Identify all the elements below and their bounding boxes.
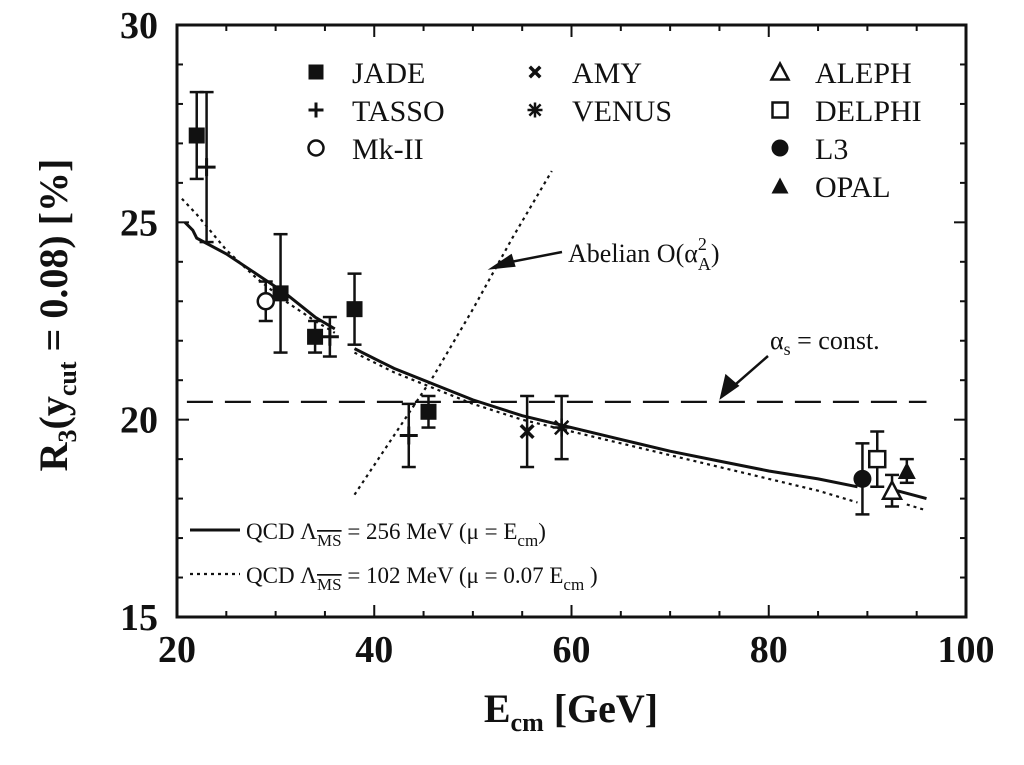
y-tick-label: 25 bbox=[120, 202, 158, 244]
theory-curves bbox=[181, 170, 927, 512]
marker-plus bbox=[399, 426, 418, 445]
legend-marker-filled-triangle bbox=[771, 177, 789, 194]
data-point-jade bbox=[420, 394, 437, 429]
data-point-venus bbox=[552, 394, 571, 461]
marker-filled-square bbox=[307, 328, 324, 345]
curve-dotted bbox=[354, 351, 858, 504]
annotation-arrow bbox=[730, 355, 769, 389]
legend-entry-opal: OPAL bbox=[771, 171, 891, 204]
data-point-mk-ii bbox=[256, 280, 276, 323]
axis-labels: Ecm [GeV] R3(ycut = 0.08) [%] bbox=[31, 159, 658, 737]
legend-entry-tasso: TASSO bbox=[308, 95, 445, 128]
legend-marker-open-circle bbox=[307, 139, 325, 157]
marker-filled-square bbox=[188, 127, 205, 144]
legend: JADE TASSO Mk-II AMY VENUS ALEPH DELPHI L3 OPAL Q… bbox=[190, 57, 922, 594]
marker-plus bbox=[320, 327, 339, 346]
marker-plus bbox=[197, 158, 216, 177]
data-point-l3 bbox=[853, 442, 872, 516]
x-axis-title: Ecm [GeV] bbox=[484, 686, 658, 737]
legend-label: OPAL bbox=[815, 171, 891, 204]
x-tick-label: 100 bbox=[938, 629, 995, 671]
legend-marker-cross bbox=[528, 65, 542, 79]
legend-entry-mk-ii: Mk-II bbox=[307, 133, 424, 166]
curve-solid bbox=[896, 489, 927, 501]
data-point-jade bbox=[307, 319, 324, 354]
legend-label: DELPHI bbox=[815, 95, 922, 128]
data-point-aleph bbox=[880, 473, 904, 508]
x-tick-label: 80 bbox=[750, 629, 788, 671]
legend-label: VENUS bbox=[572, 95, 672, 128]
arrow-head bbox=[487, 253, 516, 270]
data-point-delphi bbox=[867, 430, 887, 489]
curve-dotted bbox=[353, 170, 553, 496]
legend-label: AMY bbox=[572, 57, 642, 90]
legend-label: ALEPH bbox=[815, 57, 912, 90]
legend-marker-open-square bbox=[771, 101, 789, 119]
marker-filled-circle bbox=[853, 469, 872, 488]
legend-entry-venus: VENUS bbox=[527, 95, 672, 128]
legend-marker-asterisk bbox=[527, 102, 543, 118]
curve-solid bbox=[353, 347, 858, 489]
marker-cross bbox=[519, 423, 535, 440]
annotations: Abelian O(α2 A) αs = const. bbox=[487, 234, 880, 400]
marker-filled-square bbox=[272, 285, 289, 302]
legend-entry-l3: L3 bbox=[771, 133, 848, 166]
marker-filled-square bbox=[420, 403, 437, 420]
curve-solid bbox=[183, 221, 336, 331]
marker-filled-triangle bbox=[897, 461, 916, 479]
legend-line-label: QCD ΛMS = 256 MeV (μ = Ecm) bbox=[246, 519, 546, 550]
annotation-alpha-s: αs = const. bbox=[719, 326, 880, 400]
legend-entry-amy: AMY bbox=[528, 57, 642, 90]
annotation-alpha-s-label: αs = const. bbox=[770, 326, 880, 359]
annotation-abelian-label: Abelian O(α2 A) bbox=[568, 234, 720, 274]
legend-line-label: QCD ΛMS = 102 MeV (μ = 0.07 Ecm ) bbox=[246, 563, 598, 594]
x-tick-label: 20 bbox=[158, 629, 196, 671]
curve-dotted bbox=[181, 197, 336, 334]
legend-line-dotted: QCD ΛMS = 102 MeV (μ = 0.07 Ecm ) bbox=[190, 563, 598, 594]
y-tick-label: 30 bbox=[120, 5, 158, 47]
marker-filled-square bbox=[346, 301, 363, 318]
data-points bbox=[188, 90, 916, 516]
legend-marker-open-triangle bbox=[769, 60, 791, 81]
legend-marker-filled-circle bbox=[771, 139, 789, 157]
data-point-jade bbox=[346, 272, 363, 346]
y-tick-label: 15 bbox=[120, 597, 158, 639]
data-point-tasso bbox=[197, 90, 216, 244]
marker-open-circle bbox=[256, 292, 276, 311]
legend-label: L3 bbox=[815, 133, 848, 166]
legend-entry-delphi: DELPHI bbox=[771, 95, 922, 128]
marker-open-square bbox=[867, 449, 887, 469]
legend-label: JADE bbox=[352, 57, 425, 90]
legend-label: TASSO bbox=[352, 95, 445, 128]
y-tick-label: 20 bbox=[120, 400, 158, 442]
data-point-amy bbox=[519, 394, 535, 469]
x-tick-label: 60 bbox=[553, 629, 591, 671]
legend-line-solid: QCD ΛMS = 256 MeV (μ = Ecm) bbox=[190, 519, 546, 550]
arrow-head bbox=[719, 373, 740, 400]
legend-marker-plus bbox=[308, 102, 324, 118]
curve-dotted bbox=[906, 503, 927, 512]
data-point-jade bbox=[188, 90, 205, 181]
x-tick-label: 40 bbox=[355, 629, 393, 671]
marker-asterisk bbox=[552, 418, 571, 437]
data-point-tasso bbox=[399, 402, 418, 469]
legend-label: Mk-II bbox=[352, 133, 424, 166]
y-axis-title: R3(ycut = 0.08) [%] bbox=[31, 159, 82, 472]
legend-marker-filled-square bbox=[308, 64, 324, 80]
marker-open-triangle bbox=[880, 479, 904, 500]
data-point-jade bbox=[272, 232, 289, 354]
data-point-tasso bbox=[320, 315, 339, 358]
annotation-abelian: Abelian O(α2 A) bbox=[487, 234, 720, 274]
data-point-opal bbox=[897, 457, 916, 485]
legend-entry-aleph: ALEPH bbox=[769, 57, 912, 90]
legend-entry-jade: JADE bbox=[308, 57, 425, 90]
